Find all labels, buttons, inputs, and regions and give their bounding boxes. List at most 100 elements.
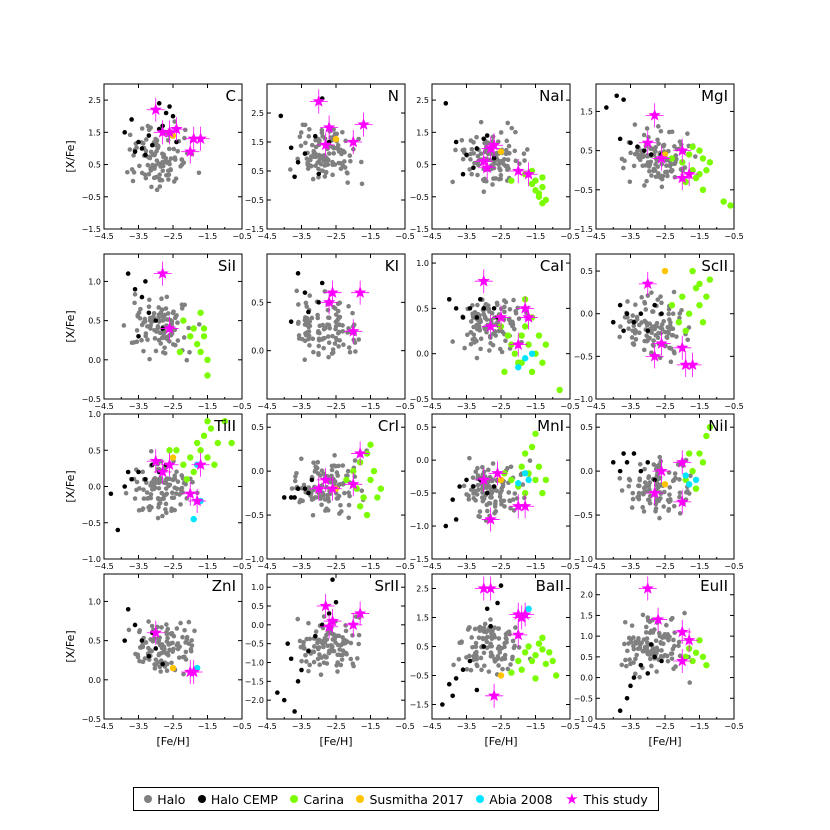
halo-cemp-point <box>285 641 291 646</box>
halo-point <box>510 319 515 325</box>
this-study-point <box>686 358 699 371</box>
halo-point <box>480 498 486 504</box>
halo-point <box>152 485 158 491</box>
halo-point <box>677 490 683 496</box>
this-study-point <box>353 607 367 619</box>
halo-cemp-point <box>467 658 473 664</box>
halo-point <box>330 172 335 178</box>
element-label: SiI <box>218 257 236 275</box>
halo-point <box>129 340 135 346</box>
halo-cemp-point <box>160 661 165 667</box>
x-tick-label: −1.5 <box>361 722 380 731</box>
halo-point <box>629 335 635 340</box>
halo-point <box>468 487 474 493</box>
halo-point <box>453 147 458 153</box>
halo-point <box>306 134 312 139</box>
y-tick-label: 0.5 <box>416 161 429 170</box>
x-tick-label: −2.5 <box>491 402 510 411</box>
carina-point <box>720 198 727 205</box>
this-study-point <box>184 487 197 500</box>
this-study-point <box>484 512 497 525</box>
halo-cemp-point <box>453 517 459 522</box>
halo-point <box>483 301 489 307</box>
halo-point <box>633 639 638 645</box>
halo-point <box>634 652 640 658</box>
carina-point <box>696 280 703 288</box>
halo-point <box>485 508 490 514</box>
halo-point <box>627 657 632 662</box>
carina-point <box>528 368 536 376</box>
halo-point <box>643 630 649 635</box>
halo-point <box>486 669 492 674</box>
halo-point <box>172 119 177 124</box>
halo-point <box>467 167 472 172</box>
plot-frame <box>431 83 571 230</box>
halo-point <box>161 335 166 340</box>
halo-point <box>295 321 301 326</box>
element-label: NaI <box>539 87 564 105</box>
carina-point <box>200 432 208 439</box>
halo-point <box>506 166 511 171</box>
y-tick-label: −0.5 <box>410 489 429 498</box>
legend-label: Carina <box>303 791 345 807</box>
halo-point <box>338 662 344 668</box>
halo-point <box>503 147 509 153</box>
y-tick-label: −0.5 <box>574 694 593 703</box>
halo-cemp-point <box>319 622 325 628</box>
halo-point <box>145 496 150 501</box>
y-tick-label: 2.5 <box>88 96 101 105</box>
halo-point <box>346 304 351 309</box>
halo-point <box>163 507 168 512</box>
halo-point <box>307 293 313 298</box>
carina-point <box>511 350 518 357</box>
halo-point <box>666 508 671 513</box>
halo-point <box>298 130 304 135</box>
halo-cemp-point <box>125 469 131 475</box>
halo-point <box>165 311 171 316</box>
halo-cemp-point <box>460 667 466 672</box>
this-study-point <box>648 349 661 362</box>
halo-point <box>659 300 664 306</box>
halo-point <box>348 640 354 646</box>
halo-point <box>130 178 136 184</box>
halo-point <box>314 465 320 471</box>
halo-point <box>180 634 185 640</box>
halo-point <box>175 320 180 326</box>
halo-cemp-point <box>491 155 497 161</box>
halo-point <box>331 151 337 156</box>
halo-point <box>672 144 677 149</box>
x-axis-label: [Fe/H] <box>156 735 189 748</box>
x-tick-label: −0.5 <box>724 402 743 411</box>
halo-point <box>505 157 511 163</box>
panel-baii: −4.5 −3.5 −2.5 −1.5 −0.5 −1.5 −0.5 0.5 1.5 2.5 BaI… <box>410 573 580 748</box>
abia-2008-point <box>685 481 693 488</box>
halo-point <box>474 134 479 140</box>
halo-point <box>149 482 155 487</box>
halo-point <box>134 339 140 345</box>
halo-point <box>507 150 512 156</box>
halo-point <box>488 491 494 497</box>
panel-tiii: −4.5 −3.5 −2.5 −1.5 −0.5 −1.0 −0.5 0.0 0.5 1.0 TiI… <box>64 410 252 571</box>
halo-point <box>157 330 163 335</box>
halo-point <box>189 643 195 648</box>
panel-ki: −4.5 −3.5 −2.5 −1.5 −0.5 0.0 0.5 KI <box>251 253 415 411</box>
halo-point <box>643 484 648 490</box>
halo-point <box>154 187 160 193</box>
halo-point <box>667 345 672 351</box>
halo-point <box>631 163 637 169</box>
halo-point <box>319 502 324 508</box>
x-tick-label: −2.5 <box>163 722 182 731</box>
this-study-point <box>326 286 339 298</box>
this-study-point <box>149 626 162 639</box>
halo-cloud <box>451 617 533 677</box>
halo-point <box>503 635 509 641</box>
halo-point <box>316 136 321 142</box>
halo-point <box>330 637 336 642</box>
carina-point <box>539 489 546 497</box>
halo-point <box>310 513 316 518</box>
halo-point <box>196 322 202 327</box>
halo-point <box>498 172 504 178</box>
halo-cemp-point <box>163 110 169 116</box>
halo-point <box>307 323 313 329</box>
halo-point <box>495 626 501 631</box>
